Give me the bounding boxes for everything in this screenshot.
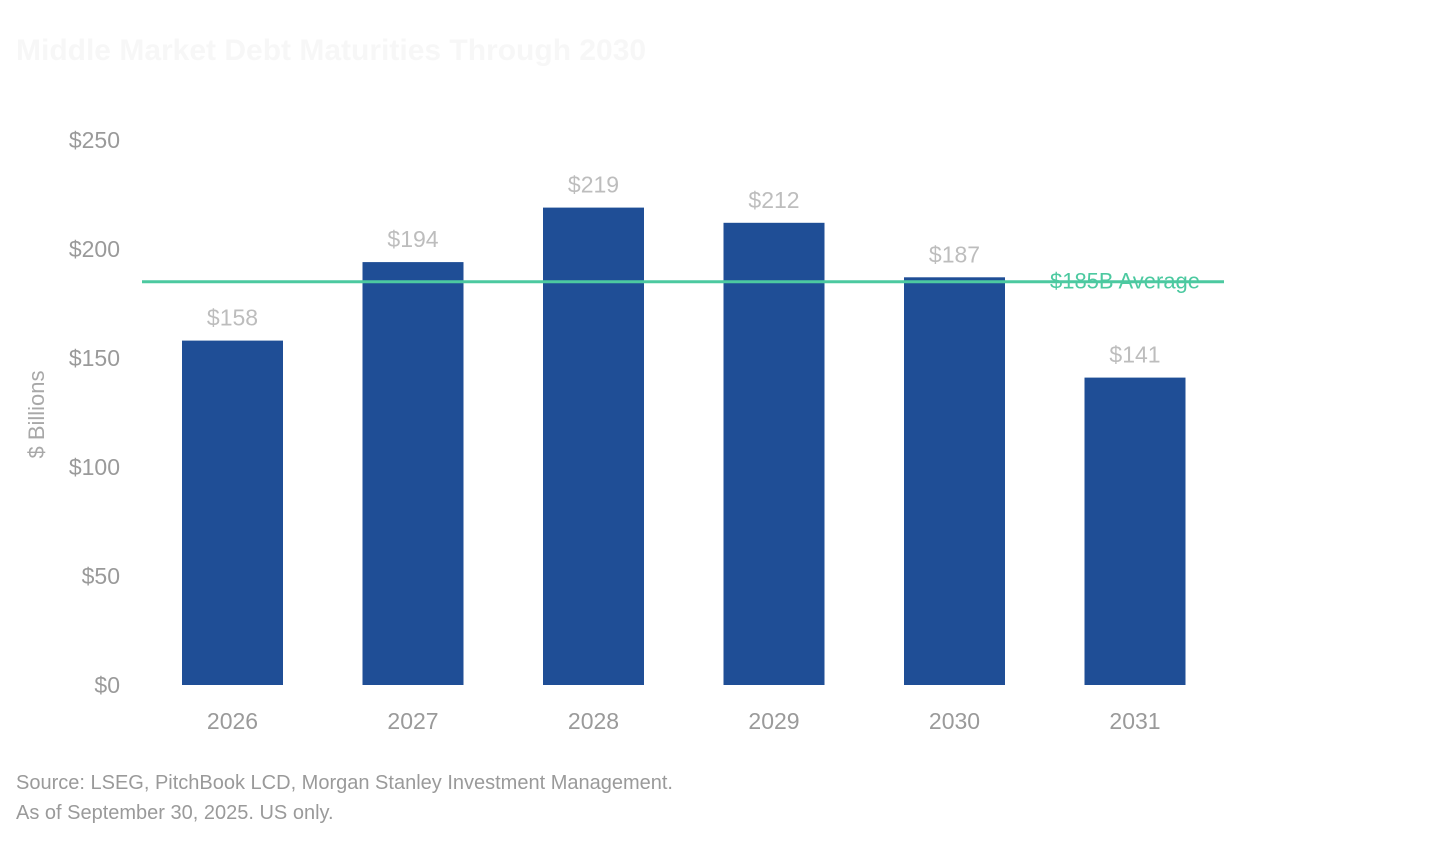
data-label: $212 <box>748 187 799 213</box>
x-tick-label: 2028 <box>568 708 619 734</box>
y-tick-label: $100 <box>69 454 120 480</box>
bar <box>543 207 644 685</box>
chart-footer: Source: LSEG, PitchBook LCD, Morgan Stan… <box>16 768 673 828</box>
bar <box>1084 377 1186 685</box>
bar <box>723 222 825 686</box>
bar <box>904 277 1005 685</box>
bar <box>362 262 464 685</box>
data-label: $194 <box>387 226 438 252</box>
y-tick-label: $0 <box>94 672 120 698</box>
y-tick-label: $150 <box>69 345 120 371</box>
y-axis-title: $ Billions <box>24 370 49 458</box>
as-of-note: As of September 30, 2025. US only. <box>16 802 334 824</box>
data-label: $141 <box>1109 342 1160 368</box>
y-tick-label: $50 <box>82 563 120 589</box>
data-label: $219 <box>568 172 619 198</box>
x-tick-label: 2027 <box>387 708 438 734</box>
y-tick-label: $250 <box>69 127 120 153</box>
bars <box>182 207 1186 686</box>
average-reference-label: $185B Average <box>1050 269 1200 294</box>
data-label: $187 <box>929 241 980 267</box>
y-axis-ticks: $0 $50 $100 $150 $200 $250 <box>69 127 120 698</box>
y-tick-label: $200 <box>69 236 120 262</box>
x-tick-label: 2030 <box>929 708 980 734</box>
source-note: Source: LSEG, PitchBook LCD, Morgan Stan… <box>16 772 673 794</box>
data-label: $158 <box>207 305 258 331</box>
bar-chart: $0 $50 $100 $150 $200 $250 $ Billions $158 $19… <box>24 127 1224 734</box>
x-axis-labels: 2026 2027 2028 2029 2030 2031 <box>207 708 1161 734</box>
bar <box>182 340 283 685</box>
x-tick-label: 2029 <box>748 708 799 734</box>
x-tick-label: 2031 <box>1109 708 1160 734</box>
chart-title: Middle Market Debt Maturities Through 20… <box>16 34 647 67</box>
data-labels: $158 $194 $219 $212 $187 $141 <box>207 172 1161 368</box>
x-tick-label: 2026 <box>207 708 258 734</box>
